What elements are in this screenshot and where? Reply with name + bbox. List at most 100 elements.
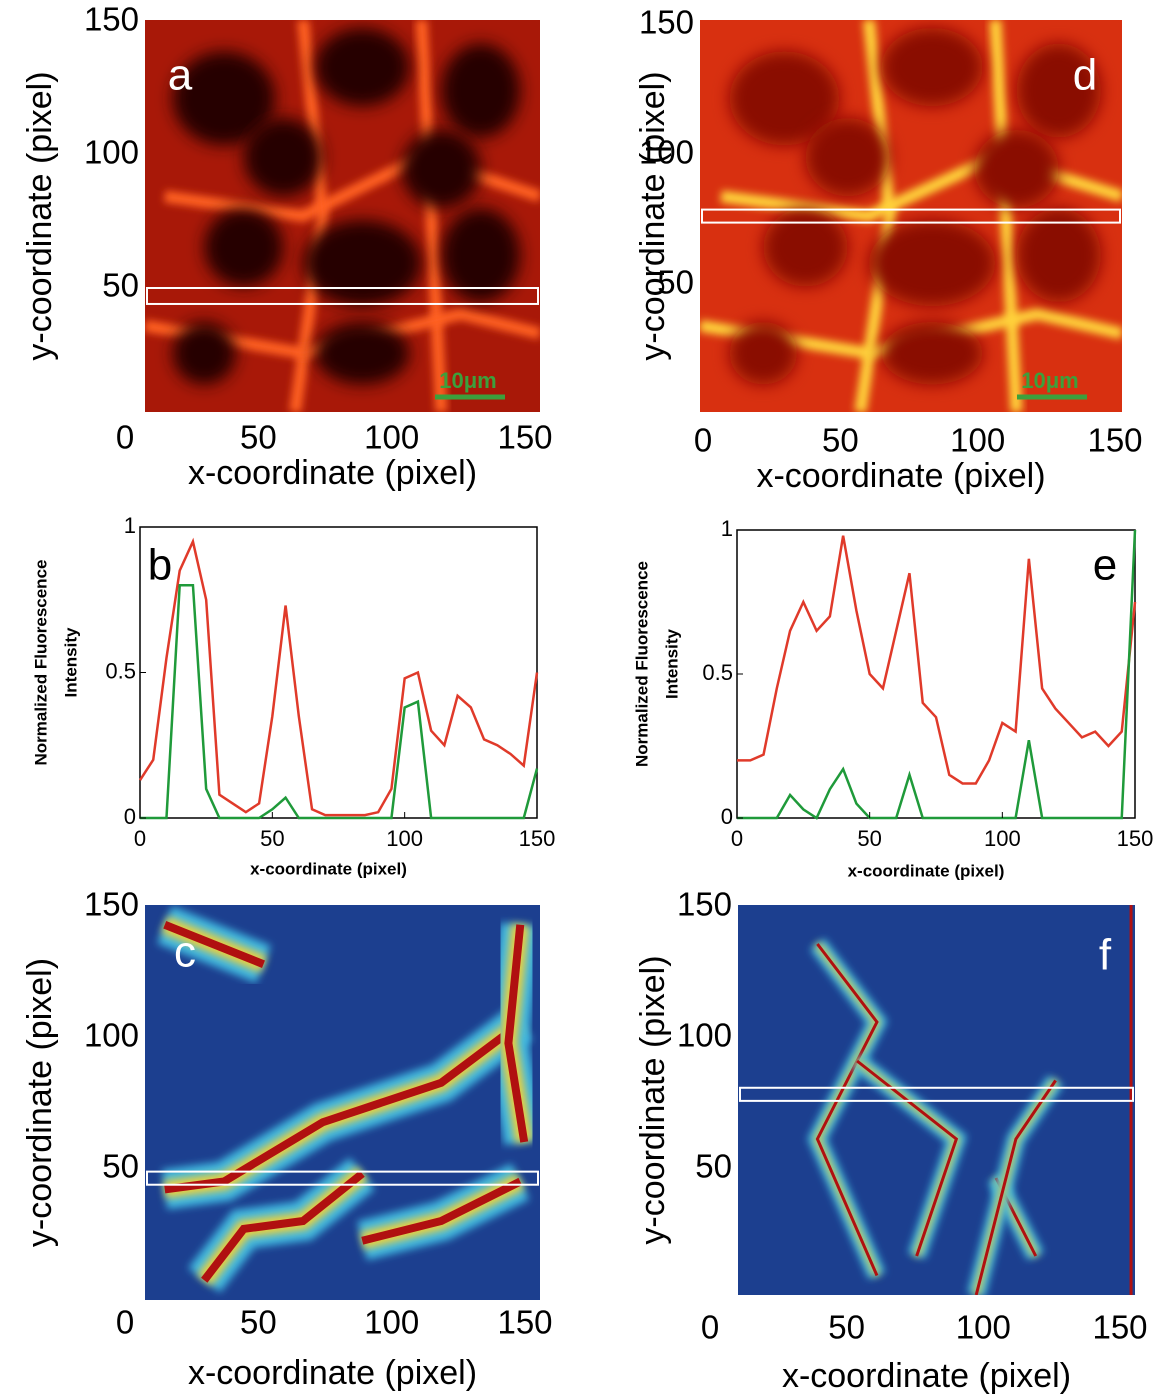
cell	[1016, 43, 1101, 138]
y-tick-label: 1	[721, 516, 733, 541]
y-tick-label: 50	[102, 267, 139, 304]
y-tick-label: 0.5	[105, 658, 136, 683]
membrane	[163, 150, 540, 223]
panel-label: b	[148, 541, 172, 590]
x-tick-label: 0	[731, 826, 743, 851]
x-tick-label: 100	[956, 1309, 1011, 1346]
membrane	[289, 20, 329, 412]
signal	[815, 943, 879, 1277]
cell	[1016, 208, 1101, 303]
y-axis-label: Normalized Fluorescence	[632, 561, 651, 767]
x-tick-label: 0	[116, 419, 134, 456]
cell	[172, 51, 276, 146]
cell	[881, 321, 983, 385]
x-tick-label: 0	[116, 1304, 134, 1341]
cell	[314, 321, 410, 385]
y-tick-label: 0	[124, 804, 136, 829]
series-line	[737, 529, 1137, 820]
x-axis-label: x-coordinate (pixel)	[756, 457, 1045, 495]
panel-label: c	[174, 928, 196, 977]
x-tick-label: 50	[240, 419, 277, 456]
series-line	[737, 535, 1137, 785]
y-tick-label: 1	[124, 513, 136, 538]
scale-bar-label: 10μm	[439, 368, 497, 393]
y-tick-label: 100	[677, 1017, 732, 1054]
x-tick-label: 150	[1092, 1309, 1147, 1346]
highlight-band	[701, 208, 1121, 224]
x-axis-label: x-coordinate (pixel)	[188, 454, 477, 492]
plot-frame	[736, 529, 1136, 819]
cell	[763, 208, 848, 287]
y-tick-label: 150	[84, 1, 139, 38]
y-axis-label: y-coordinate (pixel)	[21, 71, 59, 360]
cell	[243, 118, 323, 197]
image	[145, 905, 540, 1300]
x-axis-label: x-coordinate (pixel)	[188, 1354, 477, 1392]
x-axis-label: x-coordinate (pixel)	[782, 1357, 1071, 1395]
y-axis-label: y-coordinate (pixel)	[21, 958, 59, 1247]
panel-label: e	[1093, 541, 1117, 590]
cell	[974, 129, 1059, 209]
x-tick-label: 0	[694, 422, 712, 459]
y-tick-label: 50	[102, 1148, 139, 1185]
x-tick-label: 100	[364, 1304, 419, 1341]
y-axis-label: y-coordinate (pixel)	[634, 71, 672, 360]
cell	[729, 321, 798, 385]
y-tick-label: 100	[84, 1017, 139, 1054]
highlight-band	[739, 1086, 1134, 1102]
y-axis-label: y-coordinate (pixel)	[634, 955, 672, 1244]
cell	[729, 51, 840, 146]
panel-label: d	[1073, 51, 1097, 100]
cell	[805, 118, 890, 197]
scale-bar-label: 10μm	[1021, 368, 1079, 393]
cell	[881, 27, 983, 107]
x-tick-label: 50	[260, 826, 284, 851]
x-tick-label: 150	[497, 419, 552, 456]
y-tick-label: 0.5	[702, 660, 733, 685]
x-tick-label: 50	[828, 1309, 865, 1346]
series-line	[140, 583, 539, 820]
cell	[204, 208, 284, 287]
y-axis-label: Normalized Fluorescence	[31, 560, 50, 766]
x-tick-label: 100	[984, 826, 1021, 851]
cell	[314, 27, 410, 107]
highlight-band	[146, 287, 539, 305]
highlight-band	[146, 1170, 539, 1186]
image	[145, 20, 540, 412]
x-tick-label: 100	[386, 826, 423, 851]
image	[700, 20, 1122, 412]
signal	[201, 1170, 365, 1283]
cell	[401, 129, 481, 209]
panel-label: a	[168, 51, 193, 100]
x-tick-label: 150	[1117, 826, 1154, 851]
x-tick-label: 100	[950, 422, 1005, 459]
y-tick-label: 150	[639, 4, 694, 41]
y-tick-label: 100	[639, 134, 694, 171]
x-tick-label: 0	[134, 826, 146, 851]
signal	[361, 1177, 523, 1245]
signal	[163, 921, 265, 968]
cell	[172, 321, 236, 385]
panel-label: f	[1099, 931, 1112, 980]
x-tick-label: 50	[857, 826, 881, 851]
y-tick-label: 150	[677, 886, 732, 923]
x-tick-label: 50	[822, 422, 859, 459]
signal	[504, 924, 529, 1143]
x-tick-label: 50	[240, 1304, 277, 1341]
membrane	[720, 150, 1122, 223]
cell	[868, 219, 996, 307]
x-tick-label: 0	[701, 1309, 719, 1346]
series-line	[138, 537, 539, 817]
y-axis-label: Intensity	[662, 629, 681, 699]
y-tick-label: 100	[84, 134, 139, 171]
cell	[303, 219, 422, 307]
y-tick-label: 50	[657, 264, 694, 301]
y-axis-label: Intensity	[61, 627, 80, 697]
membrane	[854, 20, 896, 412]
x-axis-label: x-coordinate (pixel)	[848, 861, 1005, 880]
x-tick-label: 150	[519, 826, 556, 851]
x-tick-label: 150	[1087, 422, 1142, 459]
x-axis-label: x-coordinate (pixel)	[250, 859, 407, 878]
cell	[441, 43, 521, 138]
